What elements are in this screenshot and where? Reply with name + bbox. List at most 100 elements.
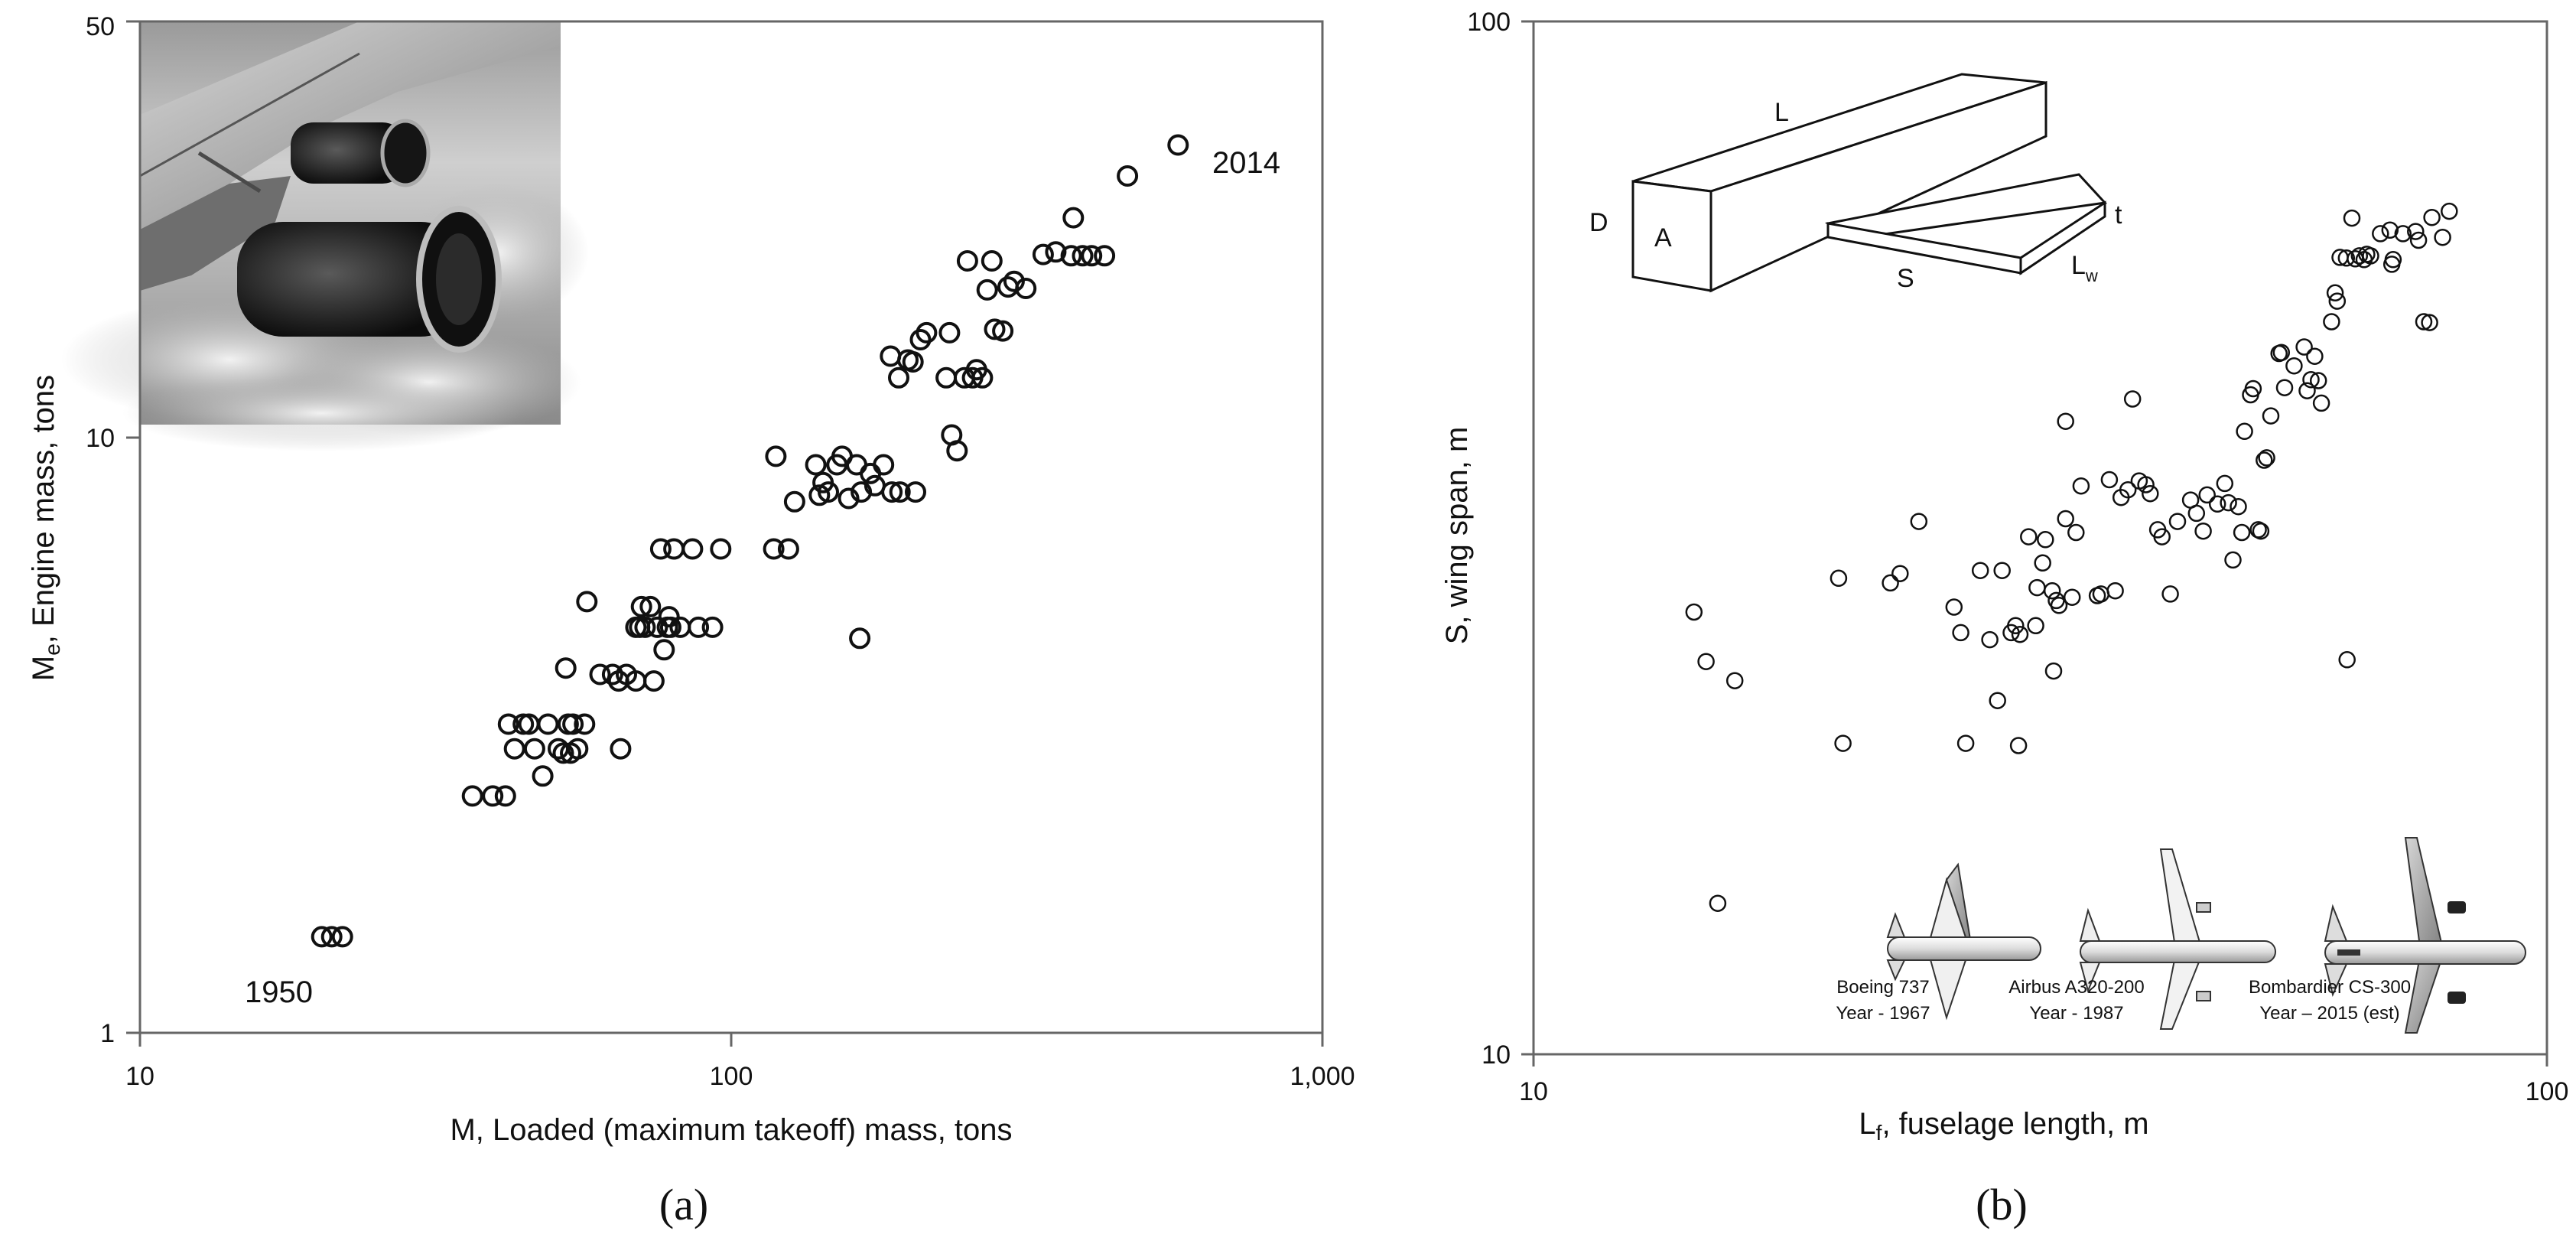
plot-a-xtick: 1,000 bbox=[1290, 1062, 1355, 1091]
data-point bbox=[658, 606, 680, 628]
data-point bbox=[1830, 569, 1848, 588]
data-point bbox=[2252, 522, 2270, 540]
data-point bbox=[548, 738, 569, 760]
data-point bbox=[2421, 314, 2438, 331]
data-point bbox=[560, 742, 581, 764]
data-point bbox=[2011, 625, 2029, 643]
data-point bbox=[2262, 407, 2280, 425]
diagram-label-A: A bbox=[1654, 223, 1672, 252]
data-point bbox=[1032, 243, 1054, 265]
data-point bbox=[2415, 313, 2433, 331]
data-point bbox=[523, 738, 545, 760]
data-point bbox=[1072, 245, 1094, 267]
data-point bbox=[2381, 221, 2399, 239]
airbus-a320-silhouette bbox=[2079, 848, 2276, 1030]
data-point bbox=[1709, 894, 1727, 912]
data-point bbox=[881, 481, 903, 503]
diagram-label-D: D bbox=[1589, 208, 1608, 237]
data-point bbox=[537, 713, 559, 735]
data-point bbox=[909, 329, 932, 350]
data-point bbox=[2168, 513, 2187, 530]
data-point bbox=[1015, 278, 1037, 299]
data-point bbox=[2244, 379, 2262, 398]
data-point bbox=[653, 639, 675, 661]
data-point bbox=[2123, 390, 2142, 408]
panel-b: L D A t S Lw bbox=[1440, 8, 2568, 1229]
plot-b-xtick: 10 bbox=[1519, 1077, 1548, 1106]
data-point bbox=[2057, 510, 2074, 528]
data-point bbox=[2027, 617, 2044, 635]
data-point bbox=[2338, 651, 2356, 669]
jet-engine-photo bbox=[61, 21, 589, 451]
plot-a-ytick: 10 bbox=[86, 424, 115, 453]
data-point bbox=[2337, 249, 2356, 267]
plot-b-ticks bbox=[1521, 20, 2548, 1067]
data-point bbox=[1060, 245, 1082, 267]
data-point bbox=[2187, 504, 2206, 523]
diagram-label-t: t bbox=[2115, 200, 2122, 230]
plot-a-ylabel: Me, Engine mass, tons bbox=[27, 375, 64, 681]
data-point bbox=[1910, 513, 1928, 530]
data-point bbox=[2434, 228, 2451, 246]
diagram-label-L: L bbox=[1774, 98, 1789, 127]
data-point bbox=[1685, 603, 1703, 621]
plot-b-points bbox=[1685, 202, 2458, 912]
data-point bbox=[971, 366, 994, 389]
data-point bbox=[1993, 562, 2011, 579]
data-point bbox=[2009, 737, 2028, 754]
data-point bbox=[2272, 344, 2291, 362]
data-point bbox=[532, 765, 554, 787]
data-point bbox=[2198, 486, 2216, 504]
aircraft-year: Year - 1967 bbox=[1836, 1003, 1930, 1024]
data-point bbox=[1045, 241, 1067, 263]
data-point bbox=[2236, 422, 2253, 441]
data-point bbox=[2161, 585, 2179, 603]
data-point bbox=[1062, 207, 1085, 229]
data-point bbox=[311, 926, 333, 948]
data-point bbox=[976, 278, 998, 301]
data-point bbox=[2230, 497, 2247, 516]
data-point bbox=[576, 591, 598, 613]
data-point bbox=[2037, 531, 2054, 549]
data-point bbox=[1081, 245, 1103, 267]
diagram-label-S: S bbox=[1897, 264, 1914, 293]
plot-b-xlabel: Lf, fuselage length, m bbox=[1859, 1107, 2148, 1145]
data-point bbox=[2034, 554, 2051, 572]
data-point bbox=[1167, 134, 1189, 156]
data-point bbox=[1697, 653, 1715, 670]
data-point bbox=[639, 595, 662, 617]
panel-a: 10 100 1,000 1 10 50 M, Loaded (maximum … bbox=[27, 12, 1355, 1229]
data-point bbox=[2057, 412, 2074, 430]
data-point bbox=[873, 454, 895, 476]
aircraft-name: Boeing 737 bbox=[1836, 977, 1929, 998]
data-point bbox=[2407, 223, 2425, 240]
wing-fuselage-diagram bbox=[1631, 73, 2108, 293]
data-point bbox=[646, 616, 668, 638]
data-point bbox=[2326, 284, 2344, 302]
data-point bbox=[2220, 493, 2237, 512]
plot-b-ylabel: S, wing span, m bbox=[1440, 427, 1474, 645]
data-point bbox=[2072, 477, 2090, 495]
data-point bbox=[610, 738, 632, 760]
data-point bbox=[1971, 562, 1989, 579]
data-point bbox=[642, 670, 665, 692]
data-point bbox=[2328, 292, 2347, 310]
plot-a-ytick: 50 bbox=[86, 12, 115, 41]
data-point bbox=[2285, 357, 2303, 375]
data-point bbox=[1725, 672, 1744, 689]
data-point bbox=[2298, 382, 2316, 399]
data-point bbox=[902, 351, 924, 373]
data-point bbox=[2258, 449, 2275, 467]
data-point bbox=[2295, 338, 2313, 356]
data-point bbox=[888, 366, 909, 389]
data-point bbox=[1891, 565, 1909, 582]
data-point bbox=[681, 538, 704, 560]
data-point bbox=[710, 538, 732, 560]
data-point bbox=[701, 616, 724, 638]
data-point bbox=[783, 490, 805, 513]
data-point bbox=[562, 713, 584, 735]
data-point bbox=[2028, 578, 2046, 597]
data-point bbox=[2050, 597, 2068, 614]
data-point bbox=[916, 321, 938, 344]
data-point bbox=[938, 321, 961, 344]
